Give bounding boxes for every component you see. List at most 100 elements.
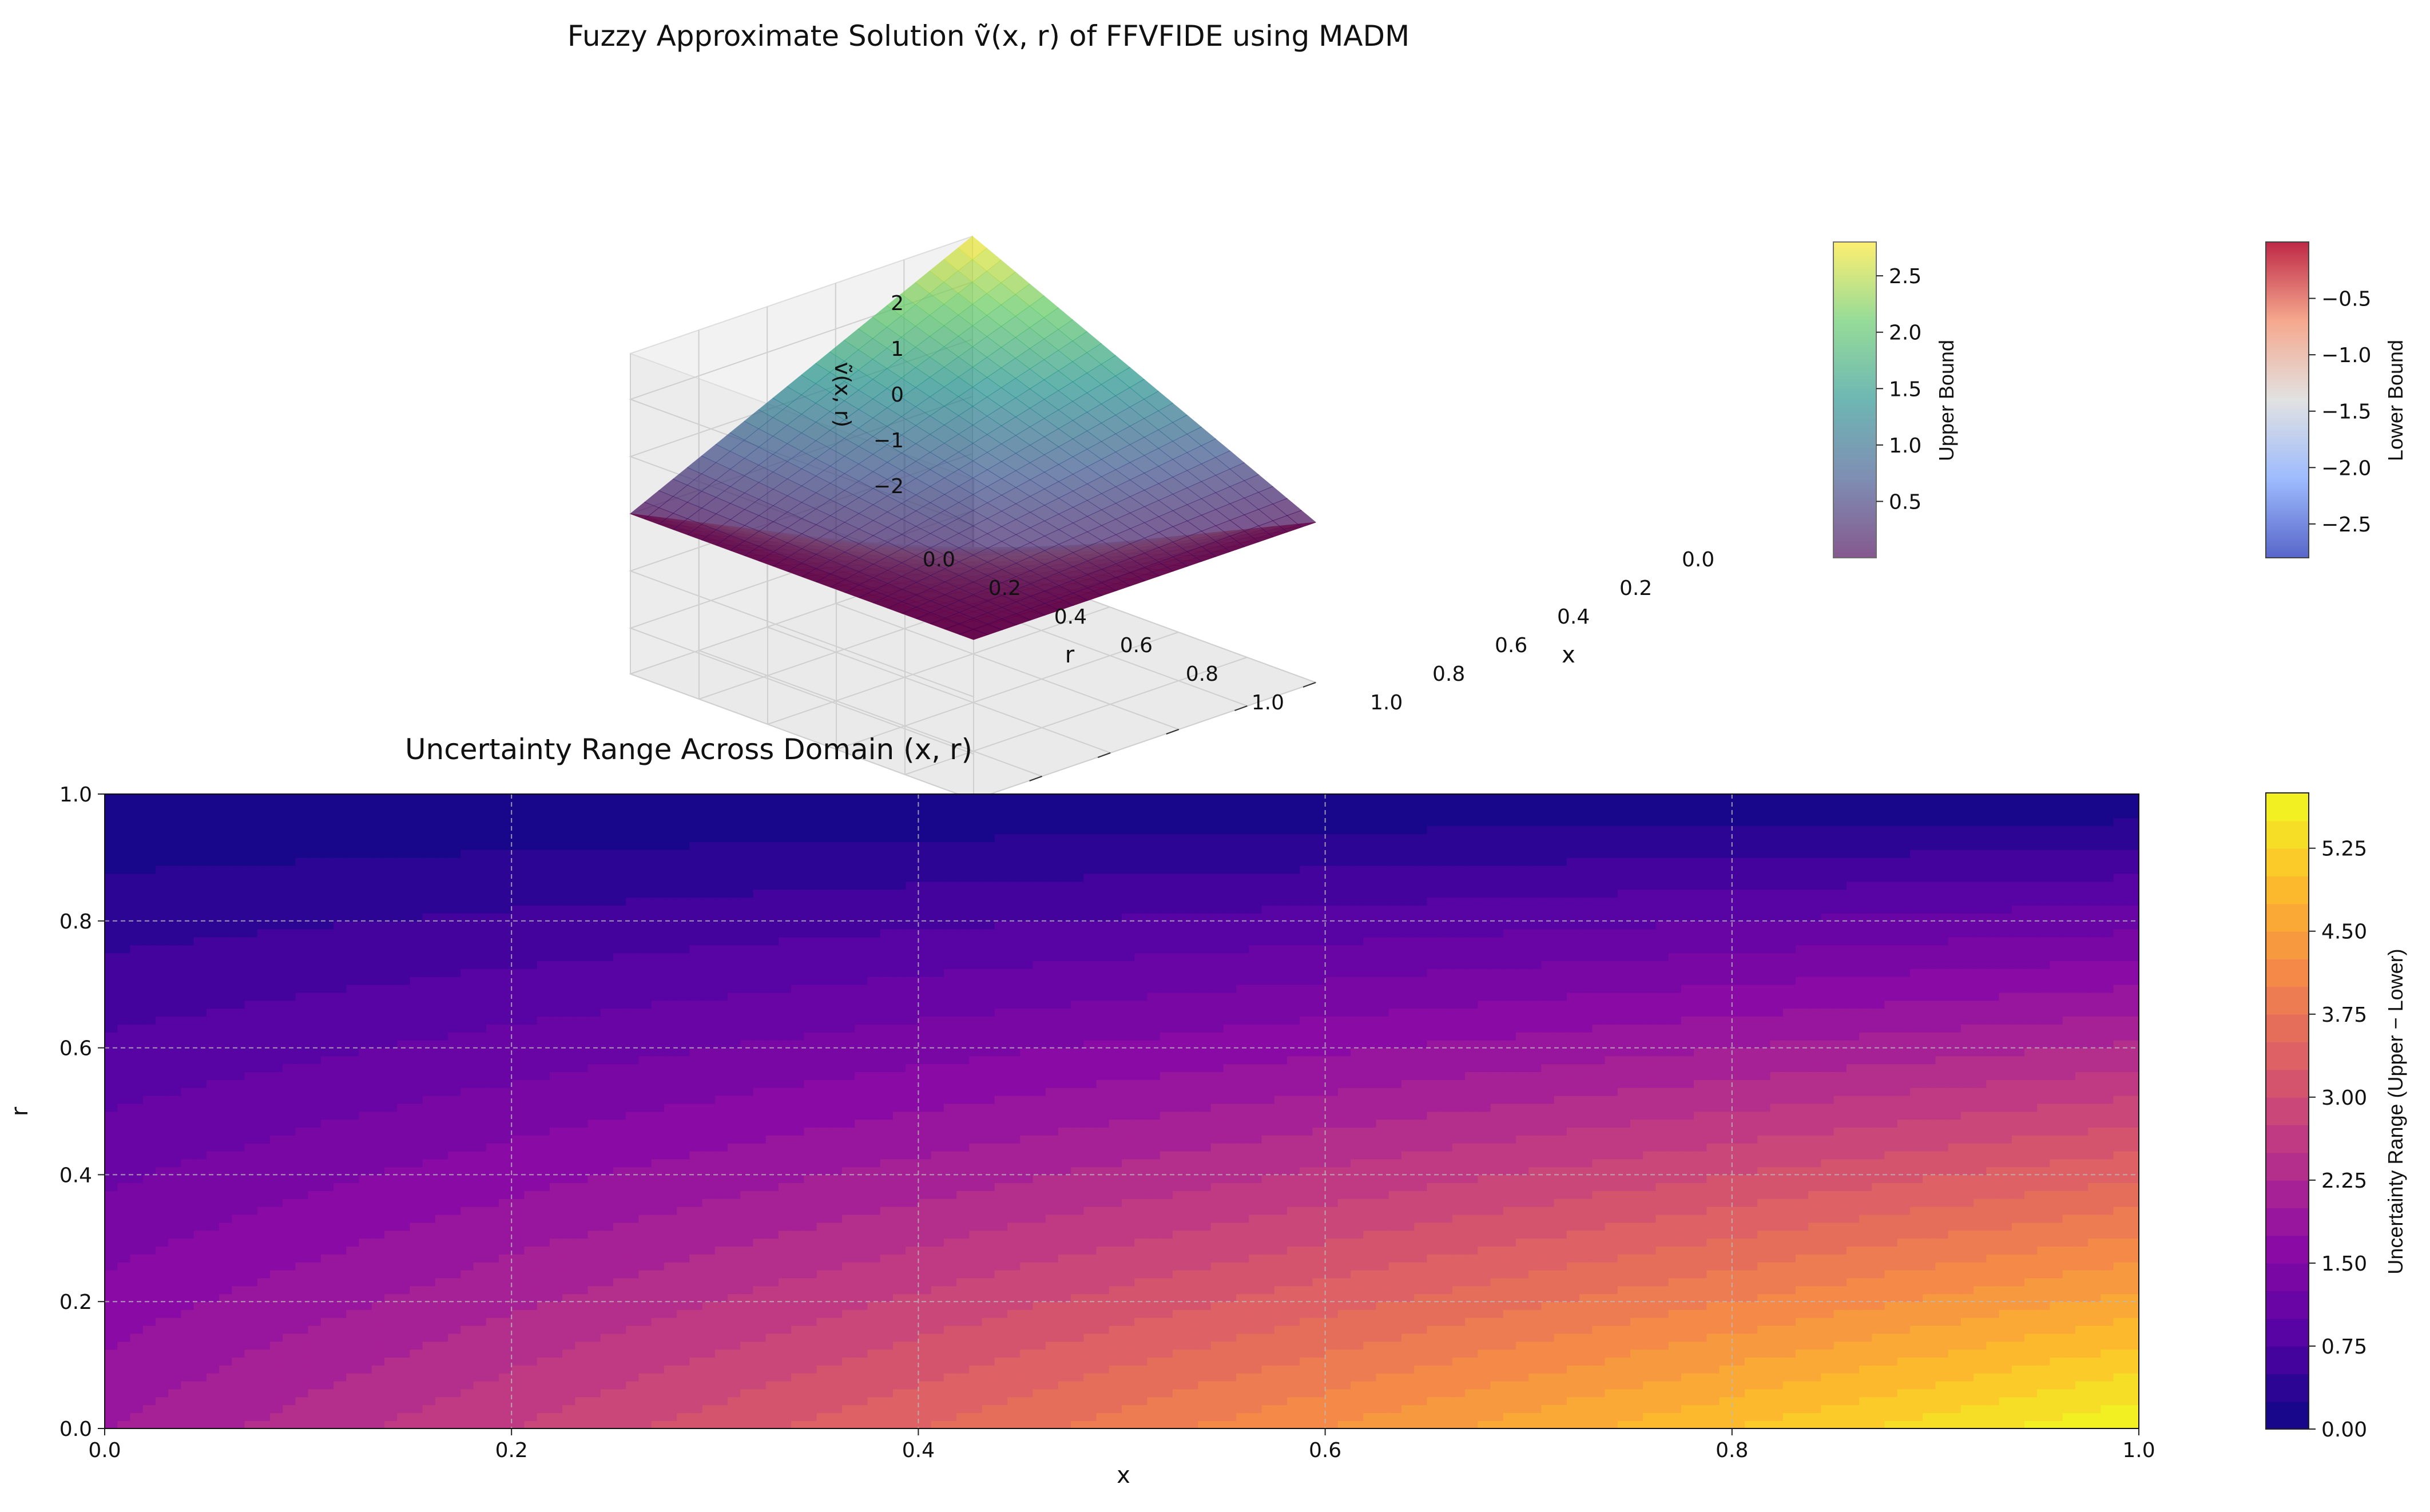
heatmap-cell	[511, 1214, 525, 1223]
heatmap-cell	[269, 817, 283, 827]
heatmap-cell	[613, 905, 627, 914]
heatmap-cell	[473, 873, 487, 882]
heatmap-cell	[524, 1000, 538, 1009]
heatmap-cell	[422, 1372, 436, 1382]
heatmap-cell	[689, 912, 703, 922]
heatmap-cell	[448, 801, 462, 811]
heatmap-cell	[537, 1024, 550, 1033]
heatmap-cell	[422, 1388, 436, 1398]
heatmap-cell	[371, 1095, 385, 1104]
heatmap-cell	[333, 1285, 347, 1295]
heatmap-cell	[613, 961, 627, 969]
heatmap-cell	[359, 912, 372, 922]
heatmap-cell	[346, 850, 360, 858]
heatmap-cell	[638, 1024, 652, 1033]
heatmap-cell	[677, 1372, 690, 1382]
heatmap-cell	[397, 1380, 411, 1390]
heatmap-cell	[193, 1039, 207, 1049]
heatmap-cell	[549, 1285, 563, 1295]
heatmap-cell	[232, 1301, 245, 1310]
heatmap-cell	[155, 809, 169, 819]
heatmap-cell	[333, 889, 347, 898]
heatmap-cell	[626, 1230, 640, 1239]
heatmap-cell	[562, 1365, 576, 1374]
heatmap-cell	[320, 1301, 334, 1310]
heatmap-cell	[257, 992, 271, 1001]
heatmap-cell	[384, 992, 398, 1001]
heatmap-cell	[181, 881, 194, 890]
heatmap-cell	[473, 1080, 487, 1088]
heatmap-cell	[410, 834, 423, 842]
heatmap-cell	[193, 920, 207, 930]
heatmap-cell	[613, 1404, 627, 1414]
heatmap-cell	[346, 865, 360, 874]
heatmap-cell	[232, 1166, 245, 1176]
heatmap-cell	[384, 1008, 398, 1017]
heatmap-cell	[486, 1031, 499, 1041]
heatmap-cell	[320, 889, 334, 898]
heatmap-cell	[105, 1182, 118, 1191]
heatmap-cell	[142, 944, 156, 954]
heatmap-cell	[359, 1372, 372, 1382]
heatmap-cell	[600, 968, 614, 977]
r-tick-label: 0.8	[1186, 662, 1218, 686]
heatmap-cell	[587, 920, 601, 930]
heatmap-cell	[575, 1008, 589, 1017]
heatmap-cell	[498, 1182, 512, 1191]
heatmap-cell	[562, 1261, 576, 1271]
heatmap-cell	[333, 1396, 347, 1406]
heatmap-cell	[460, 1341, 474, 1350]
heatmap-cell	[626, 1254, 640, 1263]
heatmap-cell	[638, 1111, 652, 1120]
heatmap-cell	[486, 1396, 499, 1406]
heatmap-cell	[689, 968, 703, 977]
heatmap-cell	[638, 1000, 652, 1009]
heatmap-cell	[448, 1055, 462, 1065]
heatmap-cell	[638, 936, 652, 946]
heatmap-cell	[664, 1404, 677, 1414]
heatmap-cell	[244, 809, 258, 819]
heatmap-cell	[651, 1190, 665, 1199]
heatmap-cell	[664, 1047, 677, 1057]
heatmap-cell	[283, 1380, 296, 1390]
heatmap-cell	[460, 1333, 474, 1342]
heatmap-cell	[600, 1301, 614, 1310]
heatmap-cell	[460, 1150, 474, 1160]
heatmap-cell	[257, 936, 271, 946]
heatmap-cell	[219, 873, 233, 882]
heatmap-cell	[359, 1080, 372, 1088]
heatmap-cell	[283, 1261, 296, 1271]
heatmap-cell	[613, 1087, 627, 1096]
heatmap-cell	[269, 936, 283, 946]
heatmap-cell	[486, 1095, 499, 1104]
heatmap-cell	[549, 968, 563, 977]
heatmap-cell	[626, 1420, 640, 1428]
heatmap-cell	[587, 1119, 601, 1128]
heatmap-cell	[664, 1080, 677, 1088]
heatmap-cell	[371, 794, 385, 803]
heatmap-cell	[460, 1166, 474, 1176]
heatmap-cell	[117, 1230, 131, 1239]
heatmap-cell	[397, 1222, 411, 1231]
heatmap-cell	[600, 905, 614, 914]
heatmap-cell	[295, 809, 309, 819]
heatmap-cell	[422, 1008, 436, 1017]
heatmap-cell	[193, 842, 207, 850]
heatmap-cell	[257, 1261, 271, 1271]
heatmap-cell	[435, 1404, 448, 1414]
heatmap-cell	[549, 1238, 563, 1247]
heatmap-cell	[498, 905, 512, 914]
heatmap-cell	[435, 1190, 448, 1199]
heatmap-cell	[498, 1349, 512, 1358]
heatmap-cell	[435, 1063, 448, 1072]
heatmap-cell	[244, 976, 258, 985]
r-axis-label: r	[1065, 642, 1075, 668]
heatmap-cell	[295, 1396, 309, 1406]
heatmap-cell	[105, 1341, 118, 1350]
heatmap-cell	[511, 842, 525, 850]
heatmap-cell	[575, 1047, 589, 1057]
heatmap-cell	[460, 1412, 474, 1421]
heatmap-cell	[562, 850, 576, 858]
heatmap-cell	[130, 944, 144, 954]
heatmap-cell	[448, 1166, 462, 1176]
